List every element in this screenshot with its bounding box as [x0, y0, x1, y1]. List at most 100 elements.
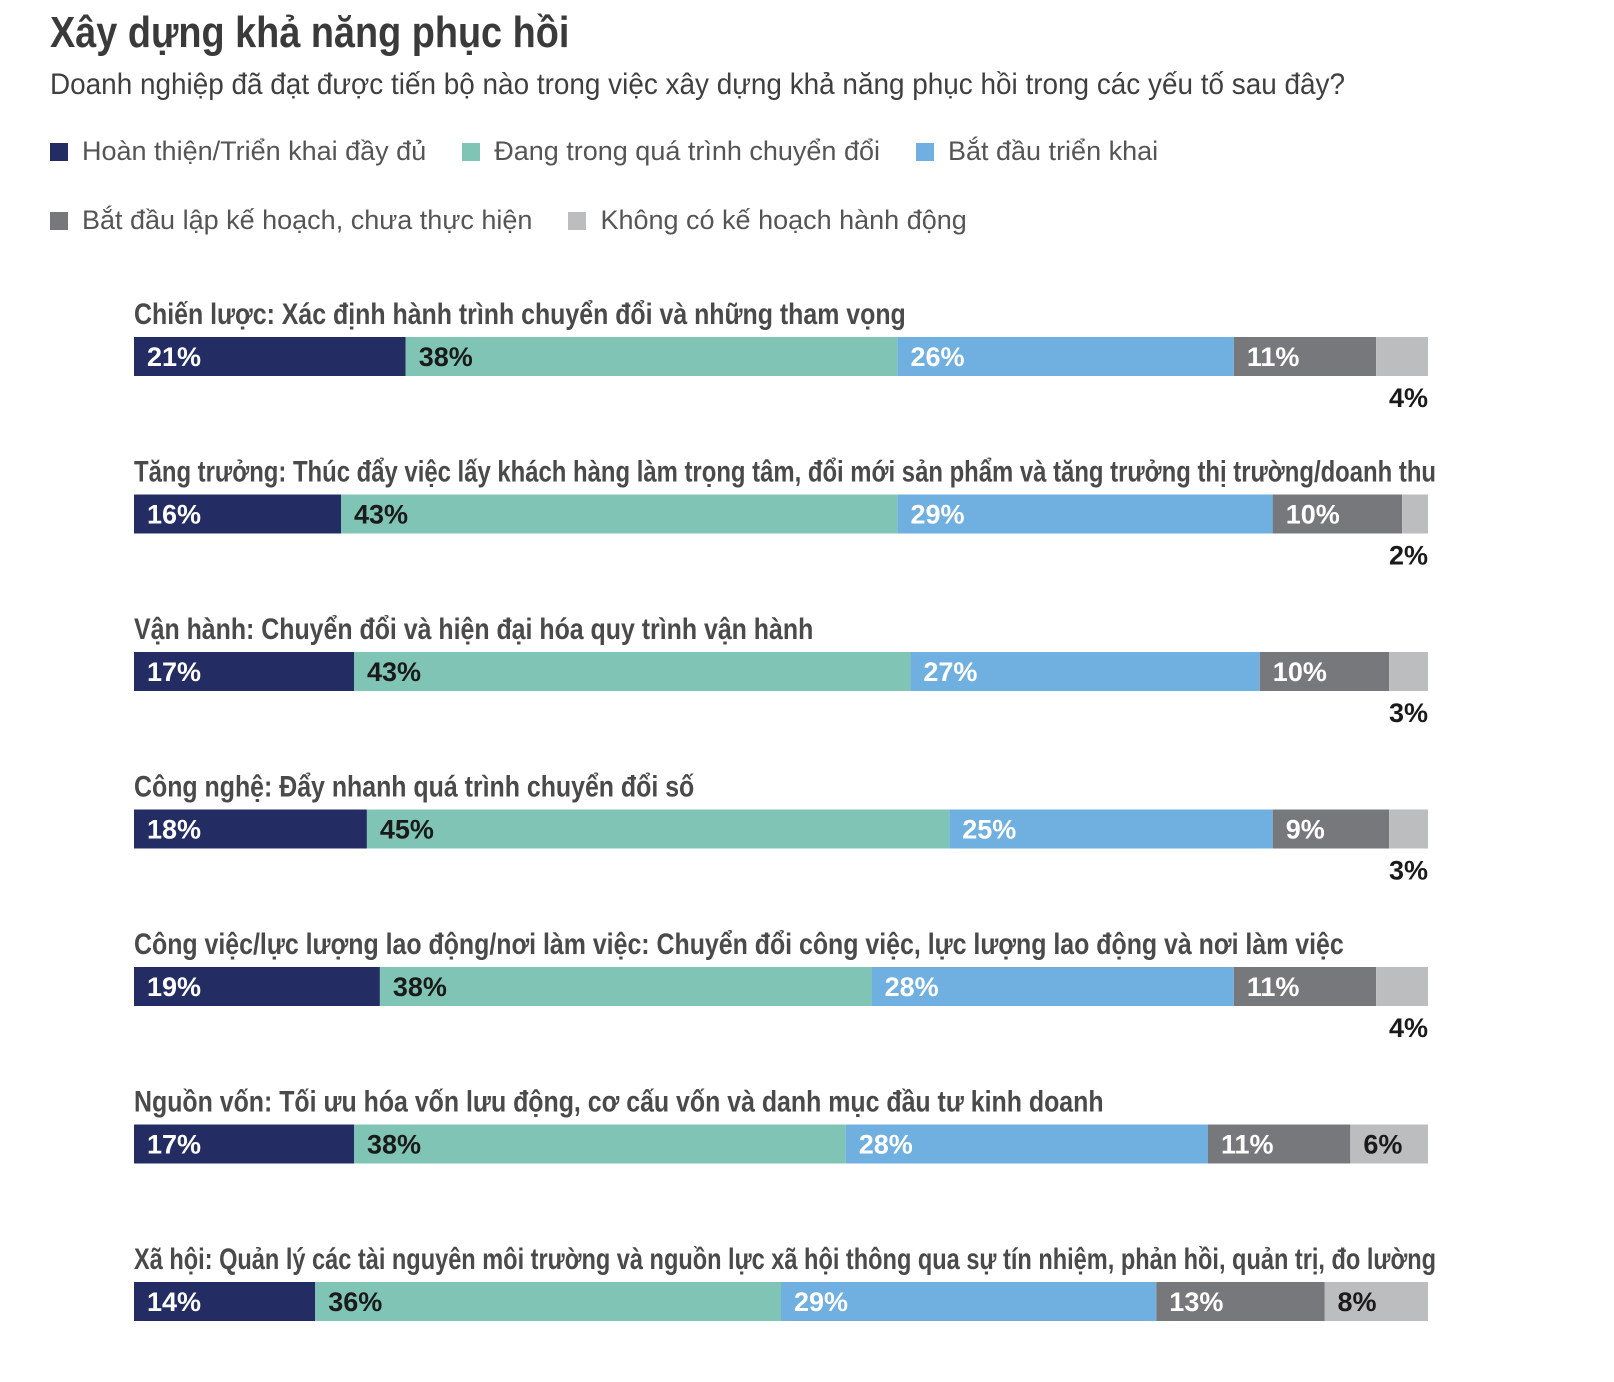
data-label: 36%: [328, 1287, 382, 1317]
data-label: 28%: [859, 1130, 913, 1160]
data-label: 29%: [794, 1287, 848, 1317]
legend-label: Bắt đầu lập kế hoạch, chưa thực hiện: [82, 205, 533, 235]
chart-title: Xây dựng khả năng phục hồi: [50, 8, 570, 57]
legend-label: Hoàn thiện/Triển khai đầy đủ: [82, 136, 427, 166]
legend-label: Không có kế hoạch hành động: [600, 205, 967, 235]
data-label: 38%: [393, 972, 447, 1002]
category-label: Công việc/lực lượng lao động/nơi làm việ…: [134, 928, 1344, 961]
legend-swatch: [462, 142, 481, 161]
data-label: 45%: [380, 815, 434, 845]
bar-segment: [1324, 1282, 1428, 1321]
bar-segment: [354, 1124, 846, 1164]
data-label: 43%: [367, 657, 421, 687]
data-label: 27%: [923, 657, 977, 687]
bar-segment: [1389, 652, 1428, 691]
data-label: 17%: [147, 1130, 201, 1160]
legend-item: Bắt đầu lập kế hoạch, chưa thực hiện: [50, 205, 532, 236]
data-label: 43%: [354, 500, 408, 530]
bar-segment: [845, 1124, 1208, 1164]
legend-swatch: [50, 142, 68, 161]
bar-segment: [134, 809, 367, 849]
bar-segment: [949, 809, 1273, 849]
category-label: Chiến lược: Xác định hành trình chuyển đ…: [134, 298, 906, 331]
bar-segment: [897, 337, 1234, 376]
data-label: 38%: [419, 342, 473, 372]
bar-segment: [1389, 809, 1428, 849]
category-label: Vận hành: Chuyển đổi và hiện đại hóa quy…: [134, 613, 813, 646]
data-label: 11%: [1221, 1130, 1274, 1160]
bar-segment: [354, 652, 911, 691]
data-label: 14%: [147, 1287, 201, 1317]
legend-item: Bắt đầu triển khai: [915, 136, 1159, 167]
data-label: 10%: [1273, 657, 1327, 687]
legend-label: Đang trong quá trình chuyển đổi: [494, 136, 880, 166]
bar-segment: [134, 1124, 354, 1164]
category-label: Công nghệ: Đẩy nhanh quá trình chuyển đổ…: [134, 771, 694, 804]
bar-row: Xã hội: Quản lý các tài nguyên môi trườn…: [134, 1243, 1436, 1321]
legend-item: Không có kế hoạch hành động: [568, 205, 967, 236]
bar-segment: [1272, 809, 1390, 849]
bar-segment: [1233, 337, 1377, 376]
data-label: 6%: [1363, 1130, 1402, 1160]
category-label: Xã hội: Quản lý các tài nguyên môi trườn…: [134, 1243, 1436, 1276]
bar-row: Chiến lược: Xác định hành trình chuyển đ…: [134, 298, 1428, 413]
legend-item: Hoàn thiện/Triển khai đầy đủ: [50, 136, 426, 167]
bar-segment: [366, 809, 950, 849]
data-label: 2%: [1389, 541, 1428, 571]
bar-segment: [134, 1282, 316, 1321]
data-label: 11%: [1247, 972, 1300, 1002]
data-label: 8%: [1338, 1287, 1377, 1317]
bar-row: Nguồn vốn: Tối ưu hóa vốn lưu động, cơ c…: [134, 1086, 1428, 1164]
bar-segment: [341, 494, 898, 534]
data-label: 3%: [1389, 698, 1428, 728]
bar-segment: [897, 494, 1273, 534]
legend-swatch: [568, 211, 587, 230]
data-label: 10%: [1286, 500, 1340, 530]
bar-segment: [405, 337, 898, 376]
data-label: 29%: [911, 500, 965, 530]
data-label: 21%: [147, 342, 201, 372]
legend-swatch: [50, 211, 68, 230]
bar-segment: [1156, 1282, 1325, 1321]
bar-row: Công việc/lực lượng lao động/nơi làm việ…: [134, 928, 1428, 1043]
bar-segment: [134, 494, 341, 534]
data-label: 4%: [1389, 1013, 1428, 1043]
data-label: 4%: [1389, 383, 1428, 413]
bar-segment: [1376, 337, 1428, 376]
bar-segment: [379, 967, 872, 1006]
bar-segment: [1350, 1124, 1428, 1164]
data-label: 11%: [1247, 342, 1300, 372]
chart-subtitle: Doanh nghiệp đã đạt được tiến bộ nào tro…: [50, 68, 1345, 101]
bar-segment: [1208, 1124, 1351, 1164]
category-label: Tăng trưởng: Thúc đẩy việc lấy khách hàn…: [134, 456, 1436, 489]
data-label: 3%: [1389, 856, 1428, 886]
data-label: 18%: [147, 815, 201, 845]
category-label: Nguồn vốn: Tối ưu hóa vốn lưu động, cơ c…: [134, 1086, 1104, 1119]
legend-row-2: Bắt đầu lập kế hoạch, chưa thực hiện Khô…: [50, 205, 967, 236]
bar-segment: [781, 1282, 1157, 1321]
legend-row-1: Hoàn thiện/Triển khai đầy đủ Đang trong …: [50, 136, 1158, 167]
bar-segment: [134, 337, 406, 376]
bar-segment: [1272, 494, 1403, 534]
bar-segment: [315, 1282, 781, 1321]
data-label: 26%: [911, 342, 965, 372]
bar-segment: [910, 652, 1260, 691]
bar-segment: [134, 652, 354, 691]
bar-row: Vận hành: Chuyển đổi và hiện đại hóa quy…: [134, 613, 1428, 728]
legend-label: Bắt đầu triển khai: [947, 136, 1159, 166]
bar-segment: [871, 967, 1234, 1006]
data-label: 17%: [147, 657, 201, 687]
bar-segment: [134, 967, 380, 1006]
legend-swatch: [915, 142, 934, 161]
bar-row: Tăng trưởng: Thúc đẩy việc lấy khách hàn…: [134, 456, 1436, 571]
bar-segment: [1259, 652, 1390, 691]
data-label: 13%: [1169, 1287, 1223, 1317]
bar-row: Công nghệ: Đẩy nhanh quá trình chuyển đổ…: [134, 771, 1428, 886]
legend-item: Đang trong quá trình chuyển đổi: [462, 136, 880, 167]
data-label: 38%: [367, 1130, 421, 1160]
data-label: 25%: [962, 815, 1016, 845]
data-label: 16%: [147, 500, 201, 530]
bar-segment: [1402, 494, 1428, 534]
bar-segment: [1376, 967, 1428, 1006]
bar-segment: [1233, 967, 1377, 1006]
